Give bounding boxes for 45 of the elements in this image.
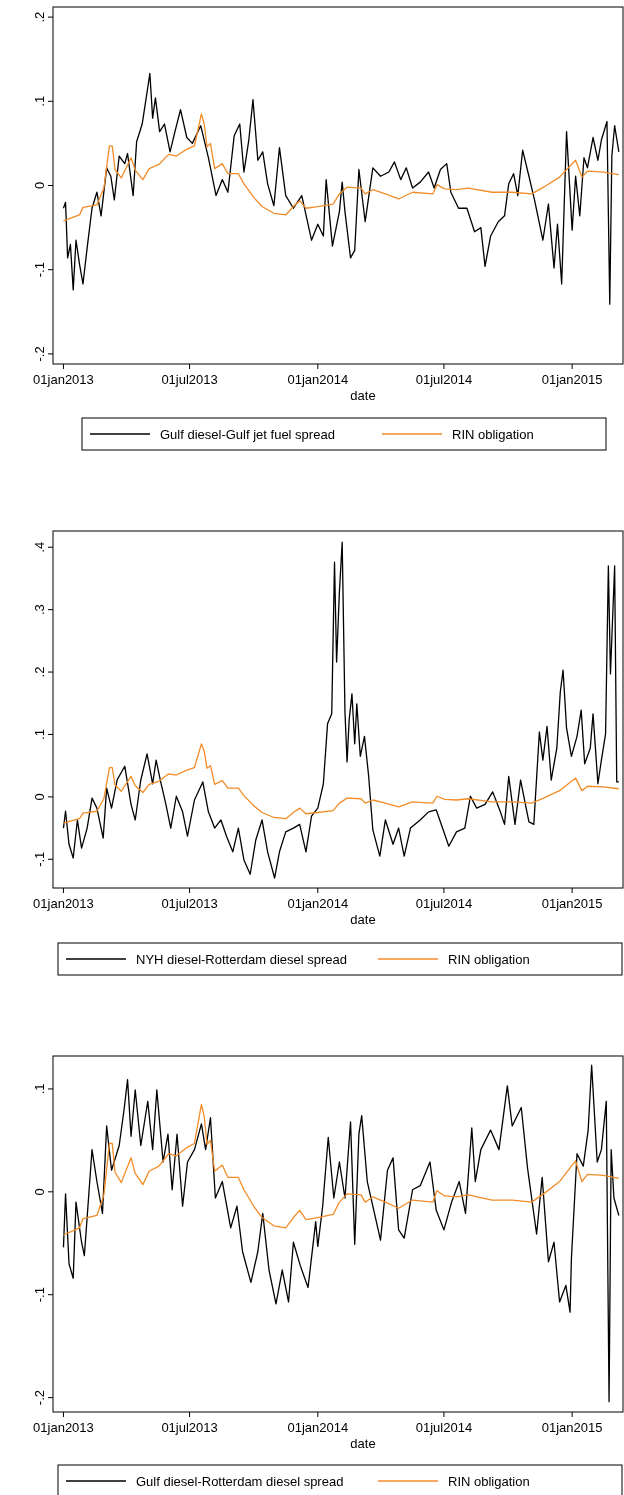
x-tick-label: 01jan2014 — [287, 372, 349, 387]
x-tick-label: 01jan2015 — [541, 372, 603, 387]
legend-label: NYH diesel-Rotterdam diesel spread — [136, 952, 347, 967]
x-tick-label: 01jan2013 — [33, 1420, 94, 1435]
x-tick-label: 01jul2014 — [415, 896, 473, 911]
line-series — [62, 72, 620, 305]
y-tick-label: 0 — [32, 1188, 47, 1196]
line-series — [62, 1064, 620, 1403]
y-tick-label: .4 — [32, 541, 47, 553]
legend-label: Gulf diesel-Gulf jet fuel spread — [160, 427, 335, 442]
line-series — [62, 1103, 620, 1236]
x-tick-label: 01jul2013 — [161, 372, 218, 387]
x-tick-label: 01jul2013 — [161, 1420, 218, 1435]
y-tick-label: -.1 — [32, 262, 47, 278]
x-tick-label: 01jul2014 — [415, 372, 473, 387]
y-tick-label: .2 — [32, 11, 47, 23]
x-tick-label: 01jul2014 — [415, 1420, 473, 1435]
x-axis-title: date — [350, 1436, 376, 1451]
x-axis-title: date — [350, 912, 376, 927]
y-tick-label: -.1 — [32, 1287, 47, 1303]
y-tick-label: -.2 — [32, 346, 47, 362]
x-tick-label: 01jan2014 — [287, 1420, 349, 1435]
x-tick-label: 01jan2015 — [541, 896, 603, 911]
y-tick-label: -.1 — [32, 851, 47, 867]
y-tick-label: -.2 — [32, 1390, 47, 1406]
x-tick-label: 01jan2015 — [541, 1420, 603, 1435]
y-tick-label: 0 — [32, 793, 47, 801]
y-tick-label: .2 — [32, 666, 47, 678]
x-tick-label: 01jan2014 — [287, 896, 349, 911]
legend-label: Gulf diesel-Rotterdam diesel spread — [136, 1474, 344, 1489]
x-tick-label: 01jan2013 — [33, 372, 94, 387]
y-tick-label: .1 — [32, 729, 47, 740]
y-tick-label: .3 — [32, 604, 47, 616]
y-tick-label: .1 — [32, 95, 47, 107]
y-tick-label: 0 — [32, 181, 47, 190]
line-series — [62, 541, 620, 879]
x-tick-label: 01jul2013 — [161, 896, 218, 911]
y-tick-label: .1 — [32, 1083, 47, 1095]
x-axis-title: date — [350, 388, 376, 403]
legend-label: RIN obligation — [448, 952, 530, 967]
line-series — [62, 743, 620, 824]
x-tick-label: 01jan2013 — [33, 896, 94, 911]
legend-label: RIN obligation — [452, 427, 534, 442]
legend-label: RIN obligation — [448, 1474, 530, 1489]
line-series — [62, 113, 620, 222]
